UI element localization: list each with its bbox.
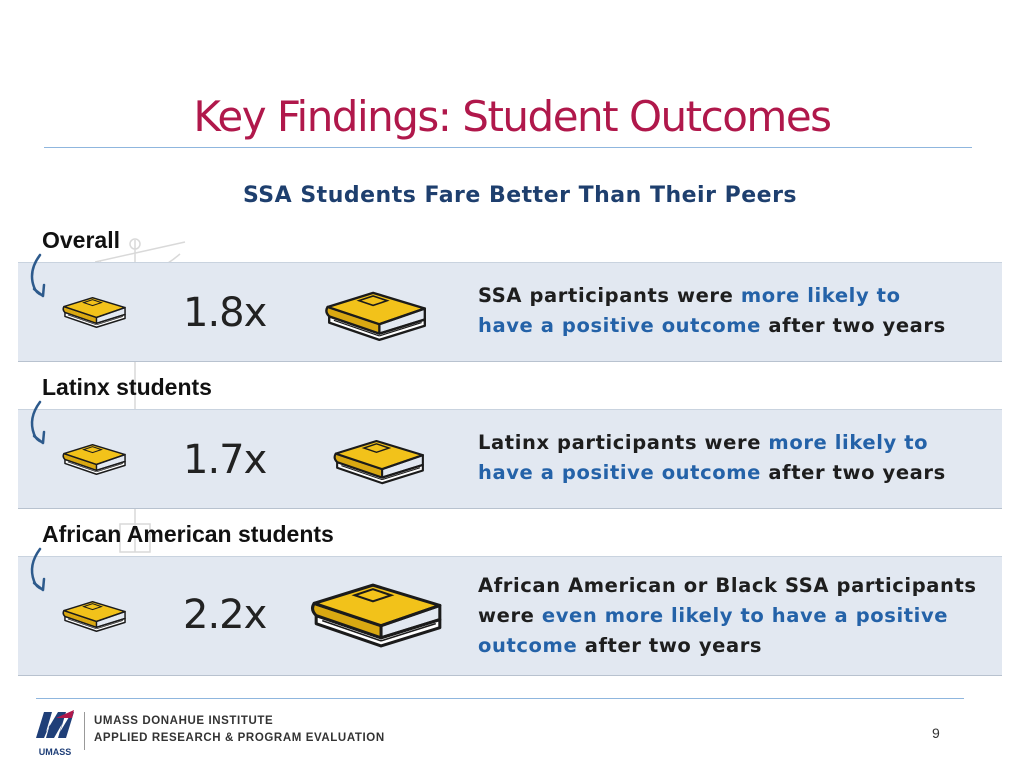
- finding-statement: Latinx participants were more likely to …: [478, 431, 946, 484]
- umass-logo: UMASS: [34, 708, 76, 757]
- large-book-icon: [333, 439, 424, 485]
- small-book-icon: [62, 296, 126, 328]
- small-book-icon: [62, 443, 126, 475]
- footer-divider: [36, 698, 964, 699]
- large-book-icon: [325, 291, 426, 342]
- curl-arrow-icon: [30, 400, 46, 445]
- logo-text: UMASS: [38, 747, 72, 757]
- finding-band-latinx: 1.7x Latinx participants were more likel…: [18, 400, 1002, 509]
- logo-separator: [84, 712, 85, 750]
- small-book-icon: [62, 600, 126, 632]
- multiplier-value: 1.8x: [183, 290, 267, 336]
- page-number: 9: [932, 725, 940, 741]
- row-label-african-american: African American students: [42, 521, 334, 547]
- finding-statement: African American or Black SSA participan…: [478, 574, 977, 657]
- finding-band-overall: 1.8x SSA participants were more likely t…: [18, 253, 1002, 362]
- title-divider: [44, 147, 972, 148]
- multiplier-value: 2.2x: [183, 592, 267, 638]
- org-name: UMASS DONAHUE INSTITUTE: [94, 715, 274, 727]
- org-department: APPLIED RESEARCH & PROGRAM EVALUATION: [94, 732, 385, 744]
- finding-statement: SSA participants were more likely to hav…: [478, 284, 946, 337]
- extra-large-book-icon: [311, 583, 442, 648]
- row-label-latinx: Latinx students: [42, 374, 212, 400]
- multiplier-value: 1.7x: [183, 437, 267, 483]
- curl-arrow-icon: [30, 547, 46, 592]
- finding-band-african-american: 2.2x African American or Black SSA parti…: [18, 547, 1002, 676]
- row-label-overall: Overall: [42, 227, 120, 253]
- curl-arrow-icon: [30, 253, 46, 298]
- umass-logo-mark-icon: [34, 708, 76, 742]
- section-subtitle: SSA Students Fare Better Than Their Peer…: [242, 183, 798, 208]
- page-title: Key Findings: Student Outcomes: [193, 92, 832, 141]
